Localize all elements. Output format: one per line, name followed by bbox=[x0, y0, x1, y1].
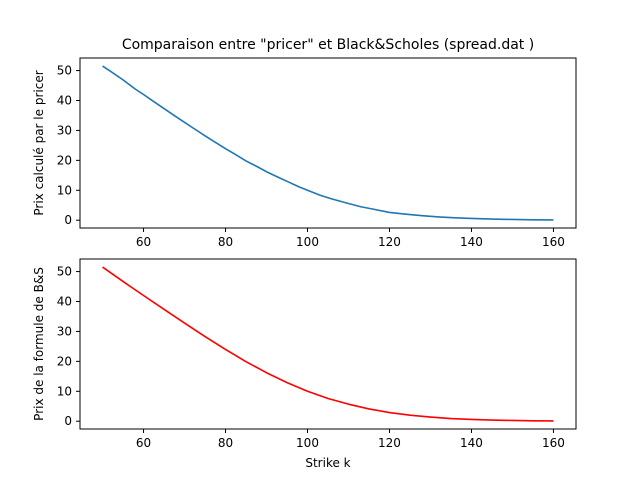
x-tick-label: 160 bbox=[542, 235, 565, 249]
y-axis-label-bottom: Prix de la formule de B&S bbox=[32, 267, 46, 421]
x-tick-label: 80 bbox=[218, 436, 233, 450]
y-axis-label-top: Prix calculé par le pricer bbox=[32, 70, 46, 215]
bottom-subplot: Prix de la formule de B&S Strike k 60 80 1… bbox=[32, 258, 577, 470]
y-tick-label: 30 bbox=[57, 123, 72, 137]
y-tick-label: 0 bbox=[64, 213, 72, 227]
y-tick-label: 50 bbox=[57, 265, 72, 279]
y-tick-label: 0 bbox=[64, 414, 72, 428]
black-scholes-price-line bbox=[102, 266, 554, 422]
x-tick-label: 120 bbox=[378, 235, 401, 249]
top-plot-lines bbox=[102, 65, 554, 221]
top-subplot: Comparaison entre "pricer" et Black&Scho… bbox=[32, 37, 577, 249]
pricer-price-line bbox=[102, 65, 554, 221]
x-tick-label: 140 bbox=[460, 235, 483, 249]
y-tick-label: 20 bbox=[57, 153, 72, 167]
y-tick-label: 20 bbox=[57, 354, 72, 368]
y-tick-label: 10 bbox=[57, 183, 72, 197]
x-tick-label: 80 bbox=[218, 235, 233, 249]
x-tick-label: 100 bbox=[296, 235, 319, 249]
bottom-axis-ticks: 60 80 100 120 140 160 0 10 20 30 40 50 bbox=[57, 265, 565, 450]
x-tick-label: 140 bbox=[460, 436, 483, 450]
y-tick-label: 10 bbox=[57, 384, 72, 398]
x-tick-label: 120 bbox=[378, 436, 401, 450]
x-tick-label: 60 bbox=[136, 436, 151, 450]
y-tick-label: 40 bbox=[57, 94, 72, 108]
y-tick-label: 40 bbox=[57, 295, 72, 309]
x-tick-label: 160 bbox=[542, 436, 565, 450]
bottom-axes-frame bbox=[79, 258, 577, 430]
x-axis-label: Strike k bbox=[305, 456, 350, 470]
chart-title: Comparaison entre "pricer" et Black&Scho… bbox=[122, 37, 534, 53]
bottom-plot-lines bbox=[102, 266, 554, 422]
y-tick-label: 30 bbox=[57, 324, 72, 338]
y-tick-label: 50 bbox=[57, 64, 72, 78]
top-axis-ticks: 60 80 100 120 140 160 0 10 20 30 40 50 bbox=[57, 64, 565, 249]
x-tick-label: 100 bbox=[296, 436, 319, 450]
x-tick-label: 60 bbox=[136, 235, 151, 249]
top-axes-frame bbox=[79, 57, 577, 229]
